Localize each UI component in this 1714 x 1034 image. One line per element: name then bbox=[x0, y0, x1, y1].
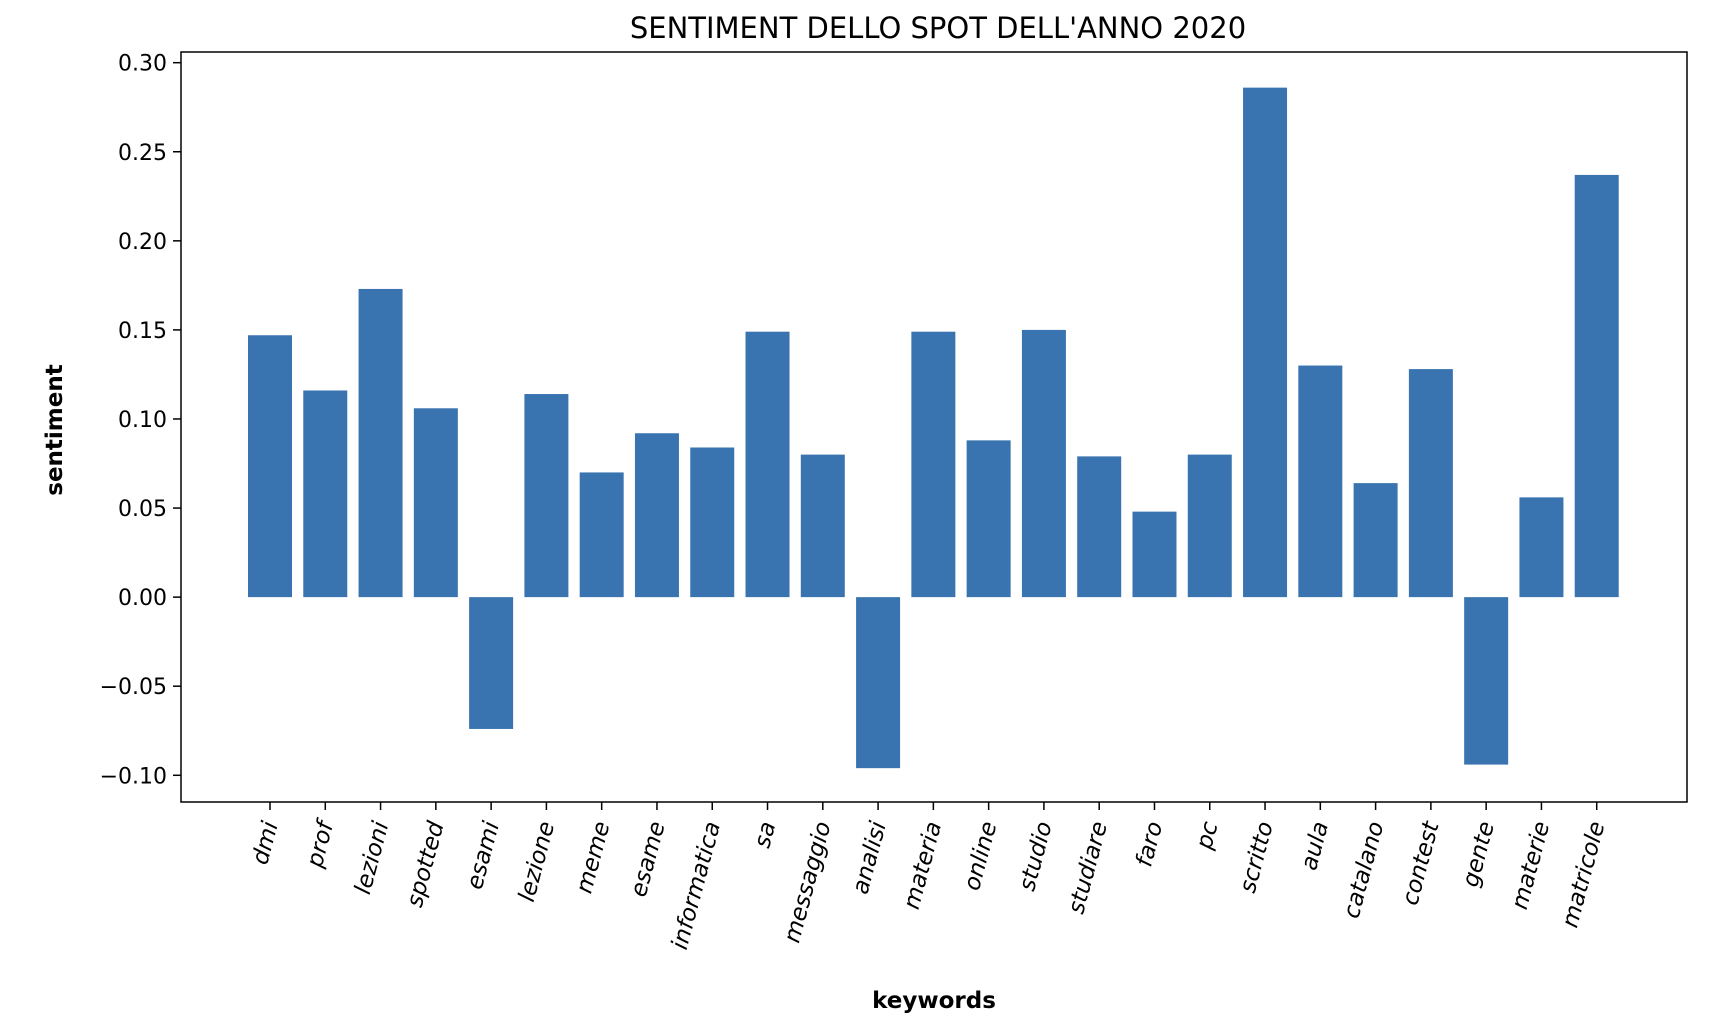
x-tick-label-matricole: matricole bbox=[1557, 819, 1610, 931]
x-tick-label-prof: prof bbox=[302, 816, 340, 871]
x-tick-label-sa: sa bbox=[749, 819, 781, 851]
x-tick-label-meme: meme bbox=[571, 819, 615, 896]
bar-informatica bbox=[690, 447, 735, 598]
y-tick-label: 0.15 bbox=[118, 319, 167, 344]
x-tick-label-materie: materie bbox=[1507, 819, 1555, 912]
bar-contest bbox=[1408, 369, 1453, 598]
bar-materie bbox=[1519, 497, 1564, 598]
y-tick-label: 0.05 bbox=[118, 497, 167, 522]
y-tick-label: −0.10 bbox=[100, 764, 167, 789]
x-tick-label-gente: gente bbox=[1458, 819, 1500, 890]
y-tick-label: −0.05 bbox=[100, 675, 167, 700]
x-tick-label-faro: faro bbox=[1131, 819, 1168, 870]
chart-title: SENTIMENT DELLO SPOT DELL'ANNO 2020 bbox=[630, 11, 1246, 45]
bar-studiare bbox=[1077, 456, 1122, 598]
y-tick-label: 0.30 bbox=[118, 52, 167, 77]
x-axis: dmi prof lezioni spotted esami lezione meme esa… bbox=[247, 802, 1611, 953]
x-tick-label-studiare: studiare bbox=[1063, 819, 1113, 917]
x-tick-label-esami: esami bbox=[462, 818, 505, 892]
bar-catalano bbox=[1353, 483, 1398, 598]
x-tick-label-materia: materia bbox=[899, 819, 947, 912]
y-axis-label: sentiment bbox=[42, 364, 68, 495]
x-tick-label-online: online bbox=[959, 819, 1002, 894]
x-tick-label-lezioni: lezioni bbox=[350, 818, 394, 897]
bar-dmi bbox=[248, 335, 292, 598]
x-tick-label-spotted: spotted bbox=[402, 818, 450, 910]
bar-studio bbox=[1021, 329, 1066, 598]
x-tick-label-studio: studio bbox=[1014, 819, 1057, 894]
y-axis: −0.10 −0.05 0.00 0.05 0.10 0.15 0.20 0.25 0.30 bbox=[100, 52, 181, 789]
x-tick-label-esame: esame bbox=[626, 819, 671, 900]
bar-meme bbox=[579, 472, 624, 598]
bar-analisi bbox=[856, 597, 901, 769]
x-tick-label-scritto: scritto bbox=[1235, 819, 1279, 896]
bar-prof bbox=[303, 390, 348, 598]
x-tick-label-informatica: informatica bbox=[667, 819, 726, 953]
bar-esame bbox=[634, 433, 679, 598]
x-tick-label-messaggio: messaggio bbox=[779, 819, 836, 946]
bar-scritto bbox=[1243, 87, 1288, 598]
bars bbox=[248, 87, 1619, 769]
y-tick-label: 0.00 bbox=[118, 586, 167, 611]
bar-sa bbox=[745, 331, 790, 598]
y-tick-label: 0.25 bbox=[118, 141, 167, 166]
bar-lezione bbox=[524, 394, 569, 598]
bar-gente bbox=[1464, 597, 1509, 765]
bar-lezioni bbox=[358, 288, 403, 598]
bar-messaggio bbox=[800, 454, 845, 598]
x-tick-label-analisi: analisi bbox=[848, 818, 892, 897]
x-axis-label: keywords bbox=[872, 988, 996, 1014]
x-tick-label-aula: aula bbox=[1296, 819, 1334, 873]
bar-online bbox=[966, 440, 1011, 598]
bar-aula bbox=[1298, 365, 1343, 598]
bar-matricole bbox=[1574, 174, 1619, 598]
bar-spotted bbox=[413, 408, 458, 598]
x-tick-label-lezione: lezione bbox=[514, 819, 560, 905]
bar-esami bbox=[469, 597, 514, 729]
x-tick-label-contest: contest bbox=[1397, 818, 1444, 908]
x-tick-label-pc: pc bbox=[1191, 818, 1224, 852]
y-tick-label: 0.10 bbox=[118, 408, 167, 433]
bar-faro bbox=[1132, 511, 1177, 598]
y-tick-label: 0.20 bbox=[118, 230, 167, 255]
x-tick-label-dmi: dmi bbox=[247, 818, 284, 867]
x-tick-label-catalano: catalano bbox=[1339, 819, 1390, 921]
bar-materia bbox=[911, 331, 956, 598]
bar-pc bbox=[1187, 454, 1232, 598]
